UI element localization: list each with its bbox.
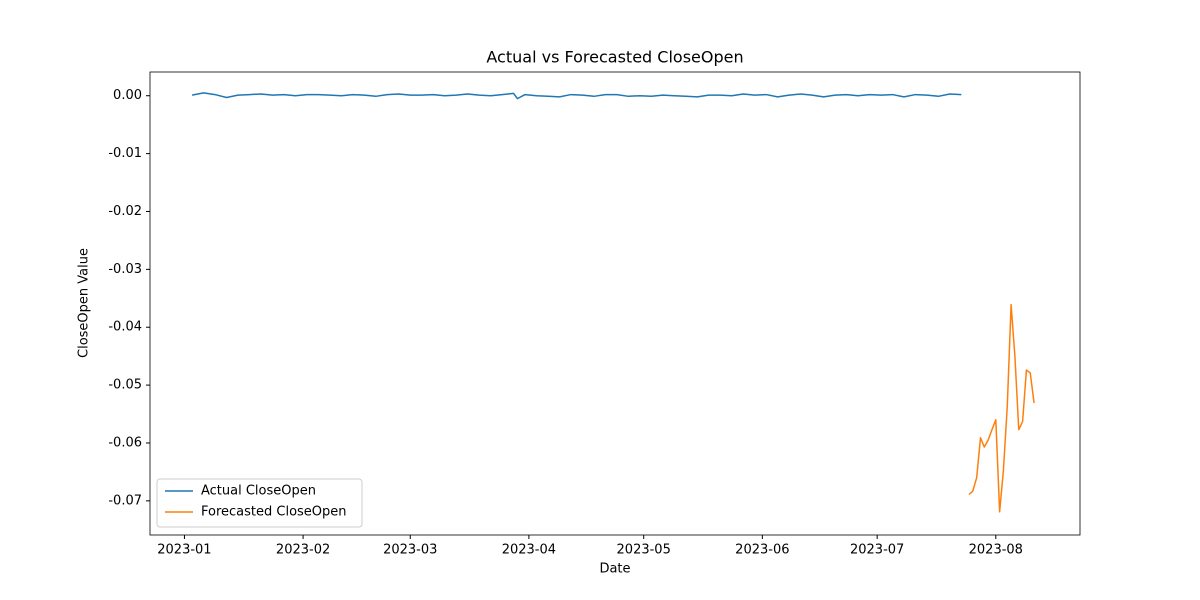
legend-label: Forecasted CloseOpen: [201, 505, 347, 520]
chart-title: Actual vs Forecasted CloseOpen: [486, 48, 743, 67]
x-tick-label: 2023-01: [157, 543, 211, 558]
y-tick-label: -0.07: [108, 493, 142, 508]
y-axis-label: CloseOpen Value: [77, 248, 92, 358]
x-tick-label: 2023-06: [735, 543, 789, 558]
x-tick-label: 2023-03: [383, 543, 437, 558]
y-tick-label: -0.05: [108, 378, 142, 393]
y-tick-label: -0.02: [108, 204, 142, 219]
x-tick-label: 2023-02: [276, 543, 330, 558]
y-tick-label: -0.01: [108, 146, 142, 161]
data-line: [968, 303, 1035, 513]
data-line: [191, 92, 962, 100]
x-tick-label: 2023-08: [969, 543, 1023, 558]
y-tick-label: -0.04: [108, 320, 142, 335]
y-tick-label: 0.00: [113, 88, 142, 103]
x-tick-label: 2023-04: [502, 543, 556, 558]
legend-label: Actual CloseOpen: [201, 484, 316, 499]
x-axis-label: Date: [599, 562, 630, 577]
legend-box: [156, 478, 363, 528]
plot-frame: [149, 71, 1081, 536]
x-tick-label: 2023-05: [617, 543, 671, 558]
y-tick-label: -0.06: [108, 435, 142, 450]
x-tick-label: 2023-07: [850, 543, 904, 558]
y-tick-label: -0.03: [108, 262, 142, 277]
